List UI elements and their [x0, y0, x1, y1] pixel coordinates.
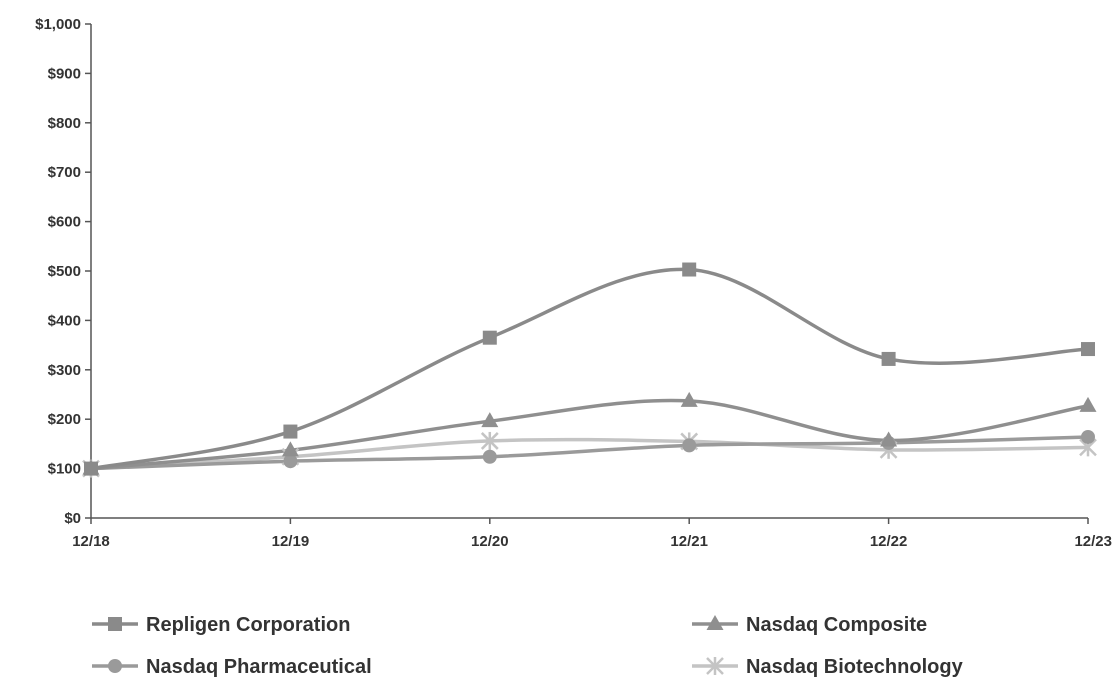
y-tick-label: $400 [48, 312, 81, 329]
series-line-repligen-corporation [89, 267, 1090, 471]
x-tick-label: 12/22 [870, 533, 908, 550]
x-tick-label: 12/20 [471, 533, 509, 550]
series-line-nasdaq-pharmaceutical [89, 435, 1090, 471]
y-tick-label: $800 [48, 115, 81, 132]
legend-item: Nasdaq Composite [692, 614, 927, 636]
data-point [1081, 429, 1095, 444]
data-point [84, 461, 98, 476]
legend-marker [706, 657, 724, 675]
series-markers [82, 262, 1097, 478]
legend-marker [108, 659, 122, 673]
series-line-nasdaq-composite [89, 398, 1090, 471]
x-tick-label: 12/21 [670, 533, 708, 550]
data-point [482, 449, 497, 464]
y-tick-label: $700 [48, 164, 81, 181]
data-point [283, 424, 298, 439]
legend-label: Nasdaq Composite [746, 614, 927, 636]
data-point [680, 391, 698, 407]
data-point [1079, 396, 1097, 412]
y-tick-label: $300 [48, 362, 81, 379]
data-point [281, 441, 299, 457]
data-point [480, 431, 499, 450]
y-tick-label: $600 [48, 214, 81, 231]
legend-label: Repligen Corporation [146, 614, 350, 636]
legend: Repligen Corporation Nasdaq Composite Nasd… [92, 614, 964, 678]
data-point [682, 438, 697, 453]
series-line-nasdaq-biotechnology [89, 437, 1090, 471]
legend-item: Nasdaq Pharmaceutical [92, 656, 372, 678]
data-point [880, 431, 898, 447]
y-tick-label: $200 [48, 411, 81, 428]
y-tick-label: $1,000 [35, 16, 81, 33]
data-point [682, 262, 697, 277]
legend-marker [706, 615, 724, 630]
x-tick-label: 12/18 [72, 533, 110, 550]
data-point [283, 454, 298, 469]
legend-item: Nasdaq Biotechnology [692, 656, 964, 678]
data-point [1081, 342, 1095, 357]
legend-item: Repligen Corporation [92, 614, 350, 636]
data-point [881, 351, 896, 366]
axes: $0 $100 $200 $300 $400 $500 $600 $700 $800 $900 $1… [35, 16, 1112, 550]
x-tick-label: 12/19 [272, 533, 310, 550]
legend-label: Nasdaq Pharmaceutical [146, 656, 372, 678]
data-point [482, 330, 497, 345]
x-tick-label: 12/23 [1074, 533, 1112, 550]
y-tick-label: $100 [48, 461, 81, 478]
legend-label: Nasdaq Biotechnology [746, 656, 964, 678]
data-point [481, 412, 499, 428]
y-tick-label: $500 [48, 263, 81, 280]
y-tick-label: $0 [64, 510, 81, 527]
y-tick-label: $900 [48, 65, 81, 82]
legend-marker [108, 617, 122, 631]
series-lines [89, 267, 1090, 471]
